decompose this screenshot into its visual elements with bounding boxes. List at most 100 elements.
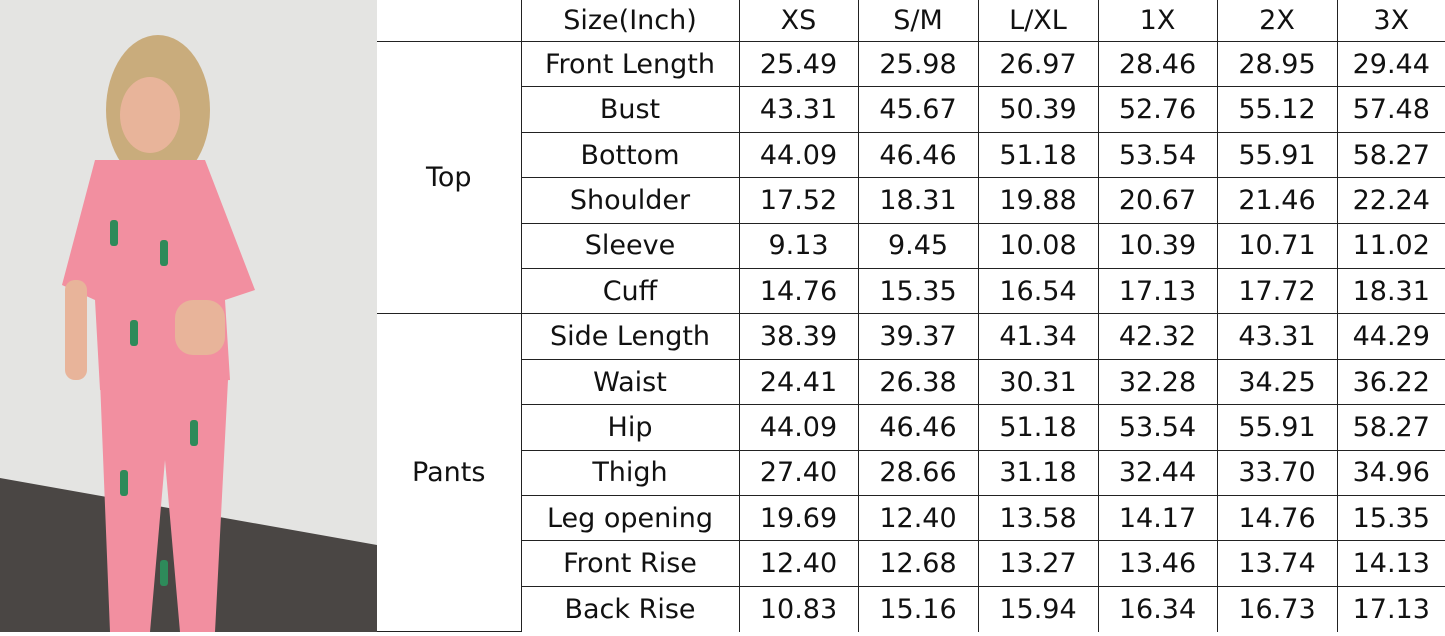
- measurement-value: 51.18: [977, 131, 1099, 179]
- measurement-value: 57.48: [1336, 86, 1445, 133]
- table-row: Cuff 14.76 15.35 16.54 17.13 17.72 18.31: [377, 268, 1445, 315]
- measurement-value: 39.37: [857, 313, 979, 360]
- table-row: Waist 24.41 26.38 30.31 32.28 34.25 36.22: [377, 358, 1445, 406]
- measurement-value: 16.34: [1097, 585, 1218, 632]
- measurement-value: 22.24: [1336, 177, 1445, 224]
- measurement-value: 17.13: [1336, 585, 1445, 632]
- table-row: Hip 44.09 46.46 51.18 53.54 55.91 58.27: [377, 404, 1445, 451]
- measurement-value: 13.74: [1216, 540, 1338, 587]
- measurement-value: 36.22: [1336, 358, 1445, 406]
- measurement-value: 55.12: [1216, 86, 1338, 133]
- measurement-label: Shoulder: [520, 177, 740, 224]
- measurement-value: 28.95: [1216, 41, 1338, 88]
- measurement-value: 50.39: [977, 86, 1099, 133]
- measurement-value: 33.70: [1216, 449, 1338, 497]
- measurement-value: 17.72: [1216, 268, 1338, 315]
- measurement-value: 24.41: [738, 358, 859, 406]
- measurement-value: 27.40: [738, 449, 859, 497]
- measurement-value: 28.66: [857, 449, 979, 497]
- measurement-label: Thigh: [520, 449, 740, 497]
- table-row: Bust 43.31 45.67 50.39 52.76 55.12 57.48: [377, 86, 1445, 133]
- measurement-label: Sleeve: [520, 222, 740, 270]
- measurement-label: Bottom: [520, 131, 740, 179]
- measurement-label: Waist: [520, 358, 740, 406]
- measurement-value: 55.91: [1216, 131, 1338, 179]
- measurement-value: 21.46: [1216, 177, 1338, 224]
- measurement-value: 26.38: [857, 358, 979, 406]
- table-row: Top Front Length 25.49 25.98 26.97 28.46 28.95…: [377, 41, 1445, 315]
- measurement-value: 11.02: [1336, 222, 1445, 270]
- measurement-value: 16.54: [977, 268, 1099, 315]
- table-row: Shoulder 17.52 18.31 19.88 20.67 21.46 22.24: [377, 177, 1445, 224]
- measurement-value: 18.31: [857, 177, 979, 224]
- measurement-value: 44.29: [1336, 313, 1445, 360]
- measurement-value: 42.32: [1097, 313, 1218, 360]
- measurement-value: 12.68: [857, 540, 979, 587]
- measurement-value: 46.46: [857, 131, 979, 179]
- measurement-value: 41.34: [977, 313, 1099, 360]
- table-row: Sleeve 9.13 9.45 10.08 10.39 10.71 11.02: [377, 222, 1445, 270]
- measurement-value: 14.76: [738, 268, 859, 315]
- header-row: Size(Inch) XS S/M L/XL 1X 2X 3X: [377, 0, 1445, 43]
- measurement-value: 15.94: [977, 585, 1099, 632]
- measurement-value: 13.27: [977, 540, 1099, 587]
- measurement-value: 32.44: [1097, 449, 1218, 497]
- face: [120, 77, 180, 153]
- measurement-label: Side Length: [520, 313, 740, 360]
- measurement-value: 34.96: [1336, 449, 1445, 497]
- table-row: Pants Side Length 38.39 39.37 41.34 42.32 43.3…: [377, 313, 1445, 632]
- measurement-value: 46.46: [857, 404, 979, 451]
- measurement-value: 53.54: [1097, 404, 1218, 451]
- measurement-value: 30.31: [977, 358, 1099, 406]
- measurement-label: Cuff: [520, 268, 740, 315]
- measurement-value: 32.28: [1097, 358, 1218, 406]
- table-row: Bottom 44.09 46.46 51.18 53.54 55.91 58.27: [377, 131, 1445, 179]
- measurement-label: Hip: [520, 404, 740, 451]
- measurement-value: 9.45: [857, 222, 979, 270]
- measurement-label: Back Rise: [520, 585, 740, 632]
- measurement-value: 55.91: [1216, 404, 1338, 451]
- measurement-value: 10.71: [1216, 222, 1338, 270]
- measurement-value: 14.76: [1216, 495, 1338, 542]
- measurement-label: Leg opening: [520, 495, 740, 542]
- measurement-value: 29.44: [1336, 41, 1445, 88]
- table-row: Back Rise 10.83 15.16 15.94 16.34 16.73 17.13: [377, 585, 1445, 632]
- measurement-value: 52.76: [1097, 86, 1218, 133]
- measurement-value: 18.31: [1336, 268, 1445, 315]
- measurement-value: 19.69: [738, 495, 859, 542]
- measurement-value: 44.09: [738, 131, 859, 179]
- measurement-value: 44.09: [738, 404, 859, 451]
- arm-left: [65, 280, 87, 380]
- model-photo: [0, 0, 377, 632]
- corner-cell: [377, 0, 522, 43]
- measurement-value: 14.13: [1336, 540, 1445, 587]
- header-size: XS: [738, 0, 859, 43]
- measurement-value: 25.98: [857, 41, 979, 88]
- measurement-value: 13.46: [1097, 540, 1218, 587]
- measurement-value: 10.39: [1097, 222, 1218, 270]
- measurement-value: 14.17: [1097, 495, 1218, 542]
- measurement-value: 19.88: [977, 177, 1099, 224]
- measurement-value: 15.35: [1336, 495, 1445, 542]
- measurement-value: 12.40: [857, 495, 979, 542]
- measurement-value: 10.83: [738, 585, 859, 632]
- measurement-value: 34.25: [1216, 358, 1338, 406]
- measurement-value: 17.13: [1097, 268, 1218, 315]
- measurement-value: 31.18: [977, 449, 1099, 497]
- header-size: 3X: [1336, 0, 1445, 43]
- measurement-value: 51.18: [977, 404, 1099, 451]
- measurement-value: 28.46: [1097, 41, 1218, 88]
- measurement-value: 25.49: [738, 41, 859, 88]
- header-size: 1X: [1097, 0, 1218, 43]
- measurement-value: 13.58: [977, 495, 1099, 542]
- measurement-value: 17.52: [738, 177, 859, 224]
- size-chart: Size(Inch) XS S/M L/XL 1X 2X 3X Top Front…: [377, 0, 1445, 632]
- measurement-value: 10.08: [977, 222, 1099, 270]
- measurement-value: 15.35: [857, 268, 979, 315]
- hand: [175, 300, 225, 355]
- size-table: Size(Inch) XS S/M L/XL 1X 2X 3X Top Front…: [377, 0, 1445, 632]
- measurement-value: 20.67: [1097, 177, 1218, 224]
- measurement-value: 26.97: [977, 41, 1099, 88]
- measurement-label: Bust: [520, 86, 740, 133]
- table-row: Front Rise 12.40 12.68 13.27 13.46 13.74 14.13: [377, 540, 1445, 587]
